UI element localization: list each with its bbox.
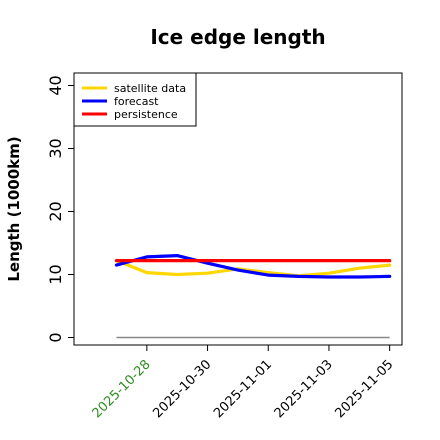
chart-title: Ice edge length <box>150 25 325 49</box>
series-line-satellite-data <box>114 259 392 278</box>
x-tick-label: 2025-11-01 <box>211 357 275 421</box>
y-tick-label: 30 <box>46 138 65 158</box>
y-tick-label: 10 <box>46 264 65 284</box>
x-tick-label: 2025-10-28 <box>90 357 154 421</box>
legend-label-satellite: satellite data <box>114 82 186 95</box>
x-tick-label: 2025-11-03 <box>272 357 336 421</box>
x-tick-label: 2025-11-05 <box>332 357 396 421</box>
series-line-forecast <box>114 254 392 279</box>
legend-label-forecast: forecast <box>114 95 159 108</box>
legend-label-persistence: persistence <box>114 108 178 121</box>
y-tick-label: 20 <box>46 201 65 221</box>
y-tick-label: 40 <box>46 75 65 95</box>
series-layer <box>114 254 392 279</box>
x-tick-label: 2025-10-30 <box>150 357 214 421</box>
y-axis-label: Length (1000km) <box>5 136 23 281</box>
axes-layer: 0102030402025-10-282025-10-302025-11-012… <box>46 75 396 421</box>
plot-frame <box>73 72 403 346</box>
legend: satellite data forecast persistence <box>73 72 197 127</box>
y-tick-label: 0 <box>46 332 65 342</box>
